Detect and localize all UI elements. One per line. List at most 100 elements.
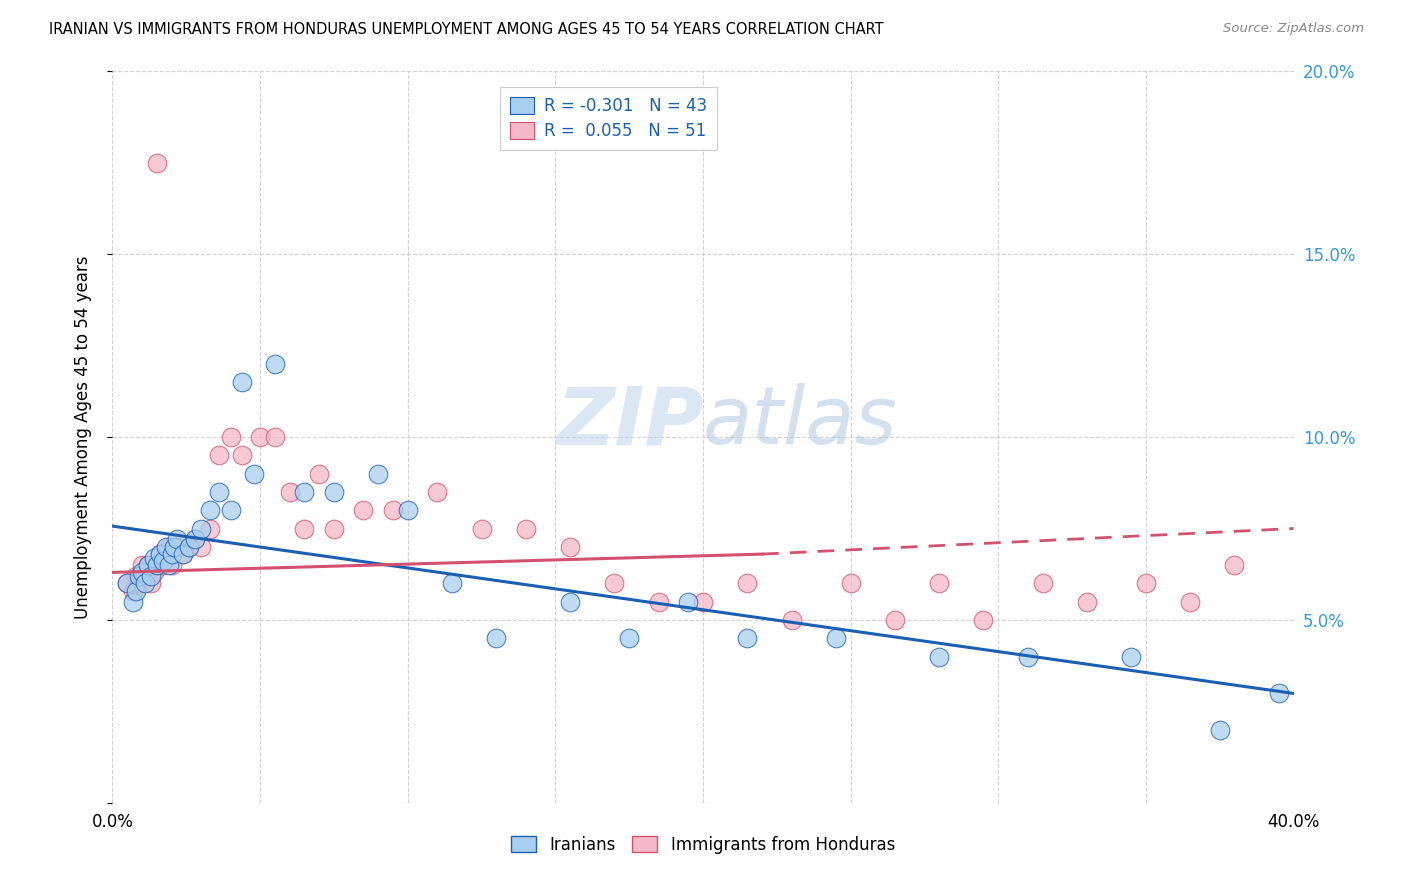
Point bbox=[139, 576, 162, 591]
Point bbox=[249, 430, 271, 444]
Point bbox=[117, 576, 138, 591]
Point bbox=[824, 632, 846, 646]
Point bbox=[125, 583, 148, 598]
Point bbox=[678, 594, 700, 608]
Point bbox=[160, 547, 183, 561]
Point bbox=[367, 467, 389, 481]
Legend: Iranians, Immigrants from Honduras: Iranians, Immigrants from Honduras bbox=[505, 829, 901, 860]
Point bbox=[128, 576, 150, 591]
Point bbox=[160, 558, 183, 573]
Point bbox=[292, 485, 315, 500]
Point bbox=[323, 485, 346, 500]
Point bbox=[243, 467, 266, 481]
Point bbox=[278, 485, 301, 500]
Y-axis label: Unemployment Among Ages 45 to 54 years: Unemployment Among Ages 45 to 54 years bbox=[73, 255, 91, 619]
Point bbox=[603, 576, 626, 591]
Point bbox=[190, 521, 212, 535]
Point bbox=[323, 521, 346, 535]
Point bbox=[208, 448, 231, 462]
Point bbox=[155, 547, 177, 561]
Point bbox=[1208, 723, 1232, 737]
Point bbox=[134, 576, 156, 591]
Point bbox=[231, 375, 253, 389]
Point bbox=[146, 156, 169, 170]
Point bbox=[1135, 576, 1157, 591]
Point bbox=[125, 569, 148, 583]
Point bbox=[515, 521, 537, 535]
Point bbox=[884, 613, 907, 627]
Point bbox=[558, 540, 582, 554]
Point bbox=[619, 632, 641, 646]
Point bbox=[292, 521, 315, 535]
Point bbox=[198, 503, 221, 517]
Point bbox=[692, 594, 714, 608]
Point bbox=[470, 521, 494, 535]
Text: IRANIAN VS IMMIGRANTS FROM HONDURAS UNEMPLOYMENT AMONG AGES 45 TO 54 YEARS CORRE: IRANIAN VS IMMIGRANTS FROM HONDURAS UNEM… bbox=[49, 22, 884, 37]
Point bbox=[426, 485, 449, 500]
Point bbox=[231, 448, 253, 462]
Point bbox=[142, 550, 165, 565]
Point bbox=[152, 558, 174, 573]
Point bbox=[157, 558, 180, 573]
Point bbox=[179, 540, 201, 554]
Point bbox=[558, 594, 582, 608]
Point bbox=[1017, 649, 1039, 664]
Point bbox=[1032, 576, 1054, 591]
Point bbox=[198, 521, 221, 535]
Point bbox=[1223, 558, 1246, 573]
Point bbox=[1119, 649, 1142, 664]
Point bbox=[485, 632, 508, 646]
Point bbox=[149, 547, 172, 561]
Point bbox=[166, 540, 188, 554]
Point bbox=[352, 503, 374, 517]
Point bbox=[128, 569, 150, 583]
Point bbox=[184, 533, 207, 547]
Point bbox=[131, 558, 153, 573]
Point bbox=[134, 569, 156, 583]
Point bbox=[973, 613, 995, 627]
Point bbox=[1178, 594, 1201, 608]
Point bbox=[382, 503, 405, 517]
Point bbox=[219, 430, 242, 444]
Point bbox=[142, 566, 165, 580]
Point bbox=[208, 485, 231, 500]
Point bbox=[149, 547, 172, 561]
Point bbox=[647, 594, 671, 608]
Point bbox=[117, 576, 138, 591]
Point bbox=[146, 558, 169, 573]
Point bbox=[1268, 686, 1291, 700]
Point bbox=[441, 576, 464, 591]
Point bbox=[308, 467, 330, 481]
Point bbox=[152, 554, 174, 568]
Point bbox=[131, 566, 153, 580]
Point bbox=[155, 540, 177, 554]
Point bbox=[172, 547, 194, 561]
Text: atlas: atlas bbox=[703, 384, 898, 461]
Point bbox=[139, 569, 162, 583]
Point bbox=[928, 649, 950, 664]
Point bbox=[839, 576, 862, 591]
Point bbox=[219, 503, 242, 517]
Point bbox=[184, 533, 207, 547]
Point bbox=[396, 503, 419, 517]
Point bbox=[1076, 594, 1098, 608]
Point bbox=[737, 576, 759, 591]
Point bbox=[157, 540, 180, 554]
Point bbox=[264, 430, 287, 444]
Point bbox=[179, 540, 201, 554]
Point bbox=[136, 558, 159, 573]
Point bbox=[928, 576, 950, 591]
Point bbox=[264, 357, 287, 371]
Point bbox=[190, 540, 212, 554]
Point bbox=[737, 632, 759, 646]
Point bbox=[122, 594, 145, 608]
Text: ZIP: ZIP bbox=[555, 384, 703, 461]
Point bbox=[146, 558, 169, 573]
Text: Source: ZipAtlas.com: Source: ZipAtlas.com bbox=[1223, 22, 1364, 36]
Point bbox=[780, 613, 803, 627]
Point bbox=[166, 533, 188, 547]
Point bbox=[136, 558, 159, 573]
Point bbox=[122, 583, 145, 598]
Point bbox=[163, 540, 186, 554]
Point bbox=[172, 547, 194, 561]
